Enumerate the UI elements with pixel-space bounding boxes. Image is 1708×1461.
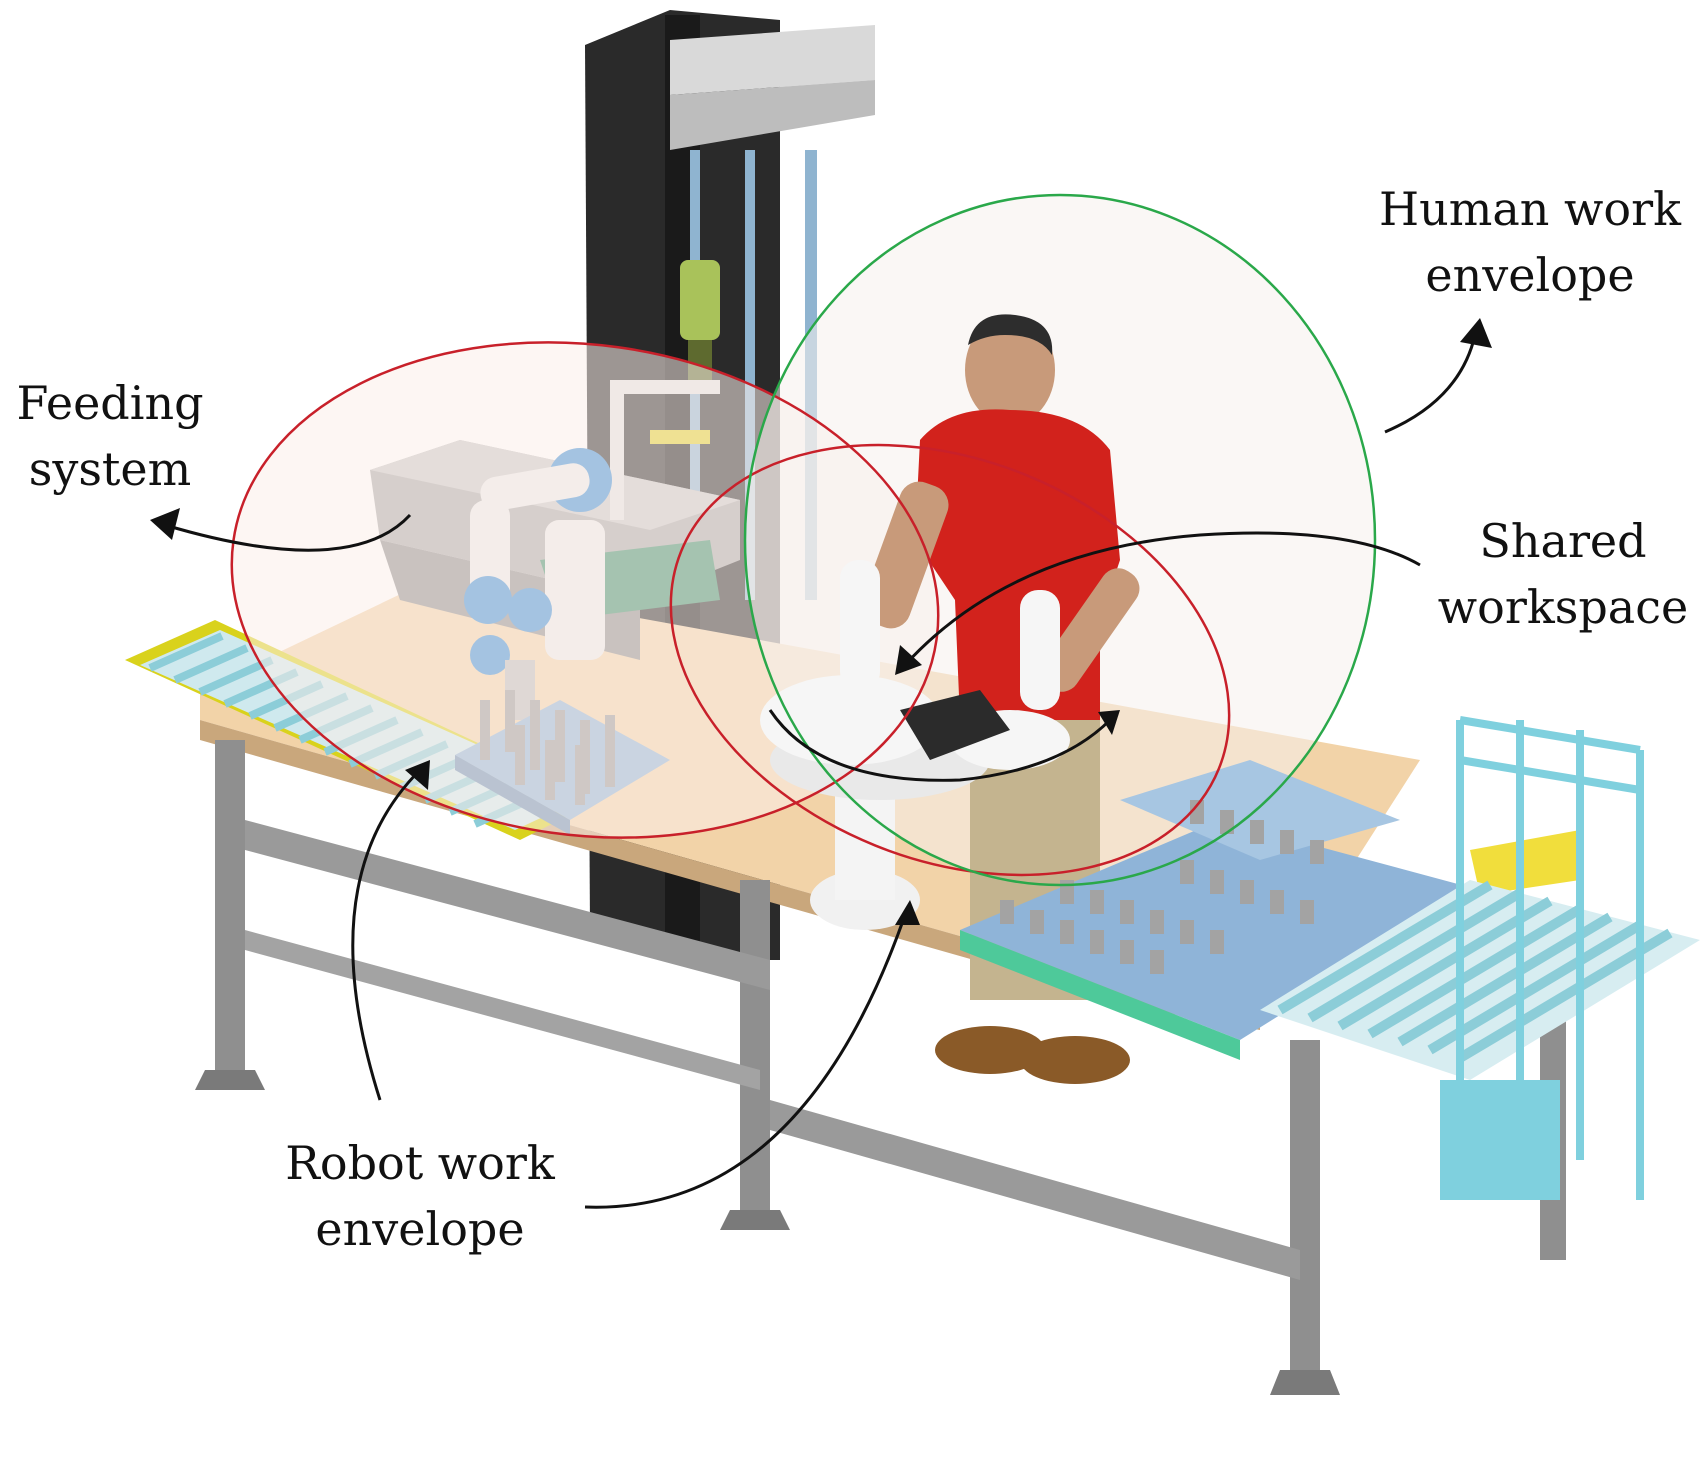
label-robot-line1: Robot work: [285, 1136, 555, 1190]
label-human-line1: Human work: [1379, 182, 1681, 236]
arrow-robot-1: [351, 768, 422, 1101]
arrowhead-human: [1460, 318, 1492, 348]
arrowhead-shared-1: [895, 645, 922, 675]
label-human-work-envelope: Human work envelope: [1360, 176, 1700, 308]
pallet-trays-right: [960, 760, 1580, 1060]
label-shared-line2: workspace: [1437, 580, 1689, 634]
arrowhead-shared-2: [1098, 710, 1120, 735]
label-robot-line2: envelope: [315, 1202, 525, 1256]
label-robot-work-envelope: Robot work envelope: [250, 1130, 590, 1262]
arrow-human: [1384, 334, 1477, 434]
label-feeding-system: Feeding system: [0, 370, 220, 502]
arrow-shared-2: [768, 709, 1112, 782]
label-shared-line1: Shared: [1479, 514, 1647, 568]
storage-rack: [1456, 716, 1644, 1200]
arrowheads: [150, 318, 1492, 925]
label-feeding-line2: system: [28, 442, 192, 496]
annotation-arrows: [164, 334, 1477, 1209]
arrowhead-robot-1: [405, 760, 430, 790]
arrow-shared-1: [903, 531, 1421, 667]
arrowhead-robot-2: [895, 900, 920, 925]
label-shared-workspace: Shared workspace: [1418, 508, 1708, 640]
arrow-feeding: [164, 513, 412, 552]
robot-envelope-lower: [669, 443, 1231, 877]
label-human-line2: envelope: [1425, 248, 1635, 302]
arrow-robot-2: [584, 914, 907, 1209]
label-feeding-line1: Feeding: [16, 376, 204, 430]
arrowhead-feeding: [150, 508, 180, 540]
human-work-envelope: [743, 193, 1377, 887]
